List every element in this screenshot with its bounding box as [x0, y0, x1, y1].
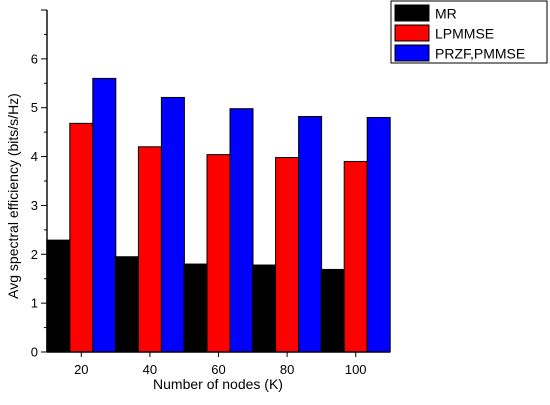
y-tick-label: 0: [31, 345, 38, 360]
bar-przf-pmmse-60: [229, 108, 254, 353]
bar-lpmmse-40: [137, 146, 162, 353]
bar-mr-60: [183, 263, 208, 353]
legend: MR LPMMSE PRZF,PMMSE: [390, 0, 548, 64]
bar-lpmmse-100: [343, 160, 368, 353]
legend-label: PRZF,PMMSE: [435, 46, 525, 62]
x-axis-title: Number of nodes (K): [153, 376, 283, 392]
y-tick-label: 5: [31, 100, 38, 115]
bar-lpmmse-60: [206, 154, 231, 353]
y-axis-title: Avg spectral efficiency (bits/s/Hz): [5, 93, 21, 299]
y-tick-label: 4: [31, 149, 38, 164]
bar-przf-pmmse-40: [160, 96, 185, 353]
y-tick-label: 3: [31, 198, 38, 213]
bar-mr-100: [320, 268, 345, 353]
x-tick-label: 60: [211, 362, 225, 377]
bar-lpmmse-80: [275, 157, 300, 353]
bars-layer: [46, 77, 391, 353]
y-tick-label: 6: [31, 51, 38, 66]
bar-mr-40: [114, 256, 139, 353]
legend-swatch: [394, 4, 430, 22]
bar-mr-80: [252, 264, 277, 353]
bar-przf-pmmse-20: [92, 77, 117, 353]
y-tick-label: 2: [31, 247, 38, 262]
legend-swatch: [394, 24, 430, 42]
y-tick-label: 1: [31, 296, 38, 311]
x-tick-label: 40: [143, 362, 157, 377]
bar-przf-pmmse-80: [298, 116, 323, 353]
bar-przf-pmmse-100: [366, 116, 391, 353]
bar-lpmmse-20: [69, 122, 94, 353]
x-tick-label: 100: [345, 362, 367, 377]
bar-mr-20: [46, 239, 71, 353]
axes-layer: 0 1 2 3 4 5 6 20 40 60 80 100: [31, 9, 390, 377]
legend-label: LPMMSE: [435, 26, 494, 42]
legend-swatch: [394, 44, 430, 62]
legend-label: MR: [435, 6, 457, 22]
x-tick-label: 20: [74, 362, 88, 377]
x-tick-label: 80: [280, 362, 294, 377]
